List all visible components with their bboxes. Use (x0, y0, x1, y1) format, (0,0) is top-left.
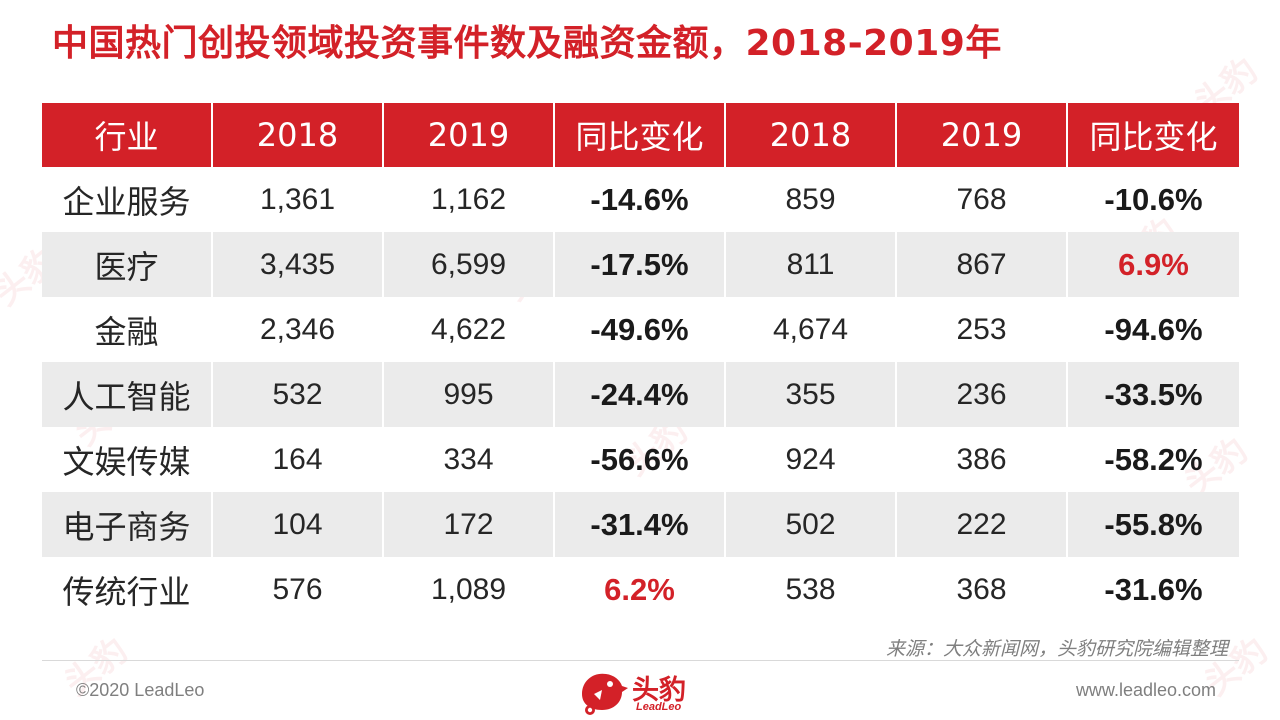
amount-change-cell: -94.6% (1066, 297, 1239, 362)
table-row: 医疗 3,435 6,599 -17.5% 811 867 6.9% (42, 232, 1239, 297)
industry-cell: 医疗 (42, 232, 212, 297)
header-amount-change: 同比变化 (1066, 103, 1239, 167)
industry-cell: 人工智能 (42, 362, 212, 427)
events-change-cell: -56.6% (553, 427, 725, 492)
events-2019-cell: 172 (382, 492, 554, 557)
leopard-logo-icon (582, 673, 628, 715)
events-2019-cell: 4,622 (382, 297, 554, 362)
amount-change-cell: -33.5% (1066, 362, 1239, 427)
events-2018-cell: 164 (211, 427, 383, 492)
header-events-2019: 2019 (382, 103, 554, 167)
events-2019-cell: 1,162 (382, 167, 554, 232)
amount-2018-cell: 811 (724, 232, 896, 297)
amount-2018-cell: 502 (724, 492, 896, 557)
events-change-cell: -31.4% (553, 492, 725, 557)
industry-cell: 金融 (94, 312, 159, 351)
leadleo-logo: 头豹 LeadLeo (576, 664, 716, 718)
header-amount-2019: 2019 (895, 103, 1067, 167)
industry-cell: 文娱传媒 (62, 442, 191, 481)
copyright-text: ©2020 LeadLeo (76, 680, 205, 700)
events-2018-cell: 1,361 (211, 167, 383, 232)
table-row: 企业服务 1,361 1,162 -14.6% 859 768 -10.6% (42, 167, 1239, 232)
industry-cell: 传统行业 (62, 572, 191, 611)
events-2018-cell: 532 (211, 362, 383, 427)
amount-change-cell: -58.2% (1066, 427, 1239, 492)
amount-2019-cell: 386 (895, 427, 1067, 492)
industry-cell: 企业服务 (62, 182, 191, 221)
footer-divider (42, 660, 1239, 661)
logo-name: 头豹 (632, 675, 686, 706)
amount-2019-cell: 768 (895, 167, 1067, 232)
events-2019-cell: 334 (382, 427, 554, 492)
amount-change-cell: -31.6% (1066, 557, 1239, 622)
logo-subtitle: LeadLeo (636, 701, 682, 713)
events-2018-cell: 104 (211, 492, 383, 557)
page-title: 中国热门创投领域投资事件数及融资金额，2018-2019年 (52, 23, 1002, 64)
table-row: 金融 2,346 4,622 -49.6% 4,674 253 -94.6% (42, 297, 1239, 362)
events-2018-cell: 576 (211, 557, 383, 622)
amount-2019-cell: 253 (895, 297, 1067, 362)
events-change-cell: -17.5% (553, 232, 725, 297)
events-2018-cell: 2,346 (211, 297, 383, 362)
website-link[interactable]: www.leadleo.com (1075, 680, 1216, 700)
amount-2018-cell: 924 (724, 427, 896, 492)
events-2019-cell: 1,089 (382, 557, 554, 622)
amount-2018-cell: 538 (724, 557, 896, 622)
amount-2018-cell: 4,674 (724, 297, 896, 362)
events-2019-cell: 6,599 (382, 232, 554, 297)
amount-change-cell: -10.6% (1066, 167, 1239, 232)
industry-cell: 电子商务 (42, 492, 212, 557)
amount-change-cell: -55.8% (1066, 492, 1239, 557)
source-note: 来源：大众新闻网，头豹研究院编辑整理 (885, 638, 1228, 660)
events-2018-cell: 3,435 (211, 232, 383, 297)
table-header-row: 行业 2018 2019 同比变化 2018 2019 同比变化 (42, 103, 1239, 167)
header-events-2018: 2018 (211, 103, 383, 167)
events-2019-cell: 995 (382, 362, 554, 427)
header-industry: 行业 (42, 103, 212, 167)
header-amount-2018: 2018 (724, 103, 896, 167)
table-row: 传统行业 576 1,089 6.2% 538 368 -31.6% (42, 557, 1239, 622)
table-row: 人工智能 532 995 -24.4% 355 236 -33.5% (42, 362, 1239, 427)
table-row: 电子商务 104 172 -31.4% 502 222 -55.8% (42, 492, 1239, 557)
amount-2018-cell: 355 (724, 362, 896, 427)
amount-2018-cell: 859 (724, 167, 896, 232)
events-change-cell: -14.6% (553, 167, 725, 232)
events-change-cell: -49.6% (553, 297, 725, 362)
amount-2019-cell: 368 (895, 557, 1067, 622)
header-events-change: 同比变化 (553, 103, 725, 167)
events-change-cell: -24.4% (553, 362, 725, 427)
events-change-cell: 6.2% (553, 557, 725, 622)
amount-2019-cell: 236 (895, 362, 1067, 427)
amount-change-cell: 6.9% (1066, 232, 1239, 297)
table-row: 文娱传媒 164 334 -56.6% 924 386 -58.2% (42, 427, 1239, 492)
amount-2019-cell: 867 (895, 232, 1067, 297)
investment-table: 行业 2018 2019 同比变化 2018 2019 同比变化 企业服务 1,… (42, 103, 1239, 622)
amount-2019-cell: 222 (895, 492, 1067, 557)
